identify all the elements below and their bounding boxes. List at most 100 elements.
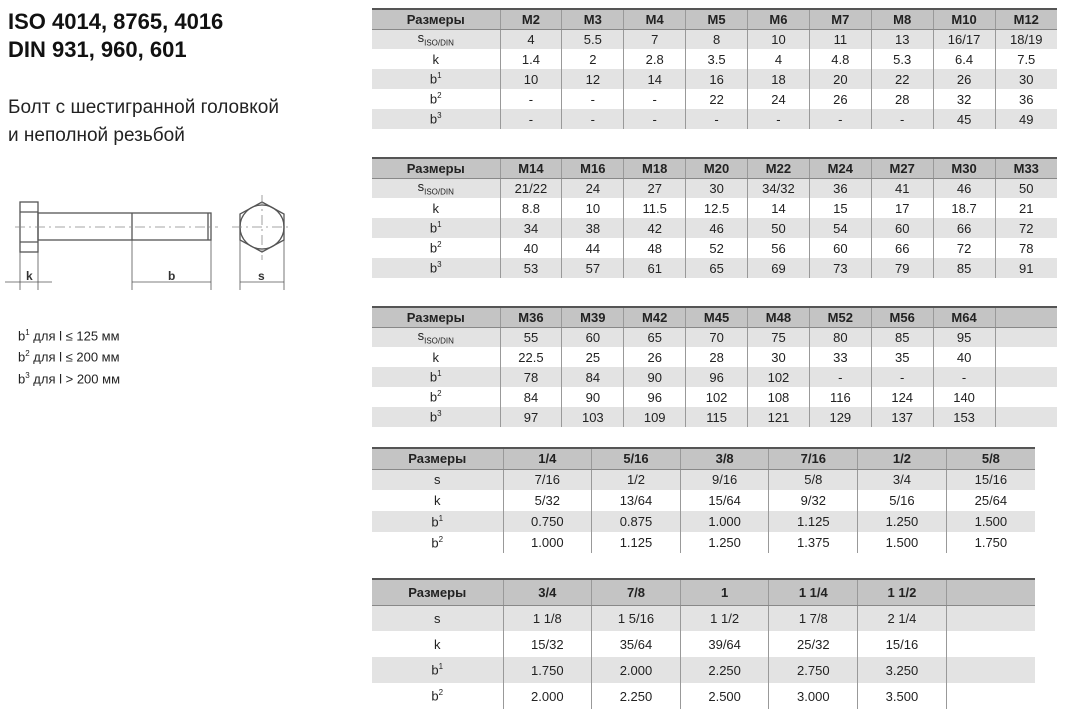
table-cell: 5.5	[561, 29, 624, 49]
table-cell: 5/16	[857, 490, 947, 511]
table-cell: 26	[623, 347, 686, 367]
row-header-label: Размеры	[372, 9, 501, 30]
table-cell: 57	[561, 258, 624, 278]
table-row: b2 2.000 2.250 2.500 3.000 3.500	[372, 683, 1035, 709]
column-header: 1/2	[857, 448, 947, 470]
table-cell: 1.375	[768, 532, 858, 553]
row-label: b2	[429, 240, 442, 256]
table-row: k 15/32 35/64 39/64 25/32 15/16	[372, 631, 1035, 657]
table-cell: 140	[932, 387, 996, 407]
table-cell: -	[685, 109, 748, 129]
table-cell: 1.000	[502, 532, 592, 553]
table-cell: 95	[932, 327, 996, 347]
table-cell: 97	[499, 407, 562, 427]
table-row: b3 97 103 109 115 121 129 137 153	[372, 407, 1057, 427]
table-cell: 16/17	[932, 29, 996, 49]
table-cell: 35	[870, 347, 934, 367]
table-cell: 52	[685, 238, 748, 258]
table-cell: 78	[994, 238, 1057, 258]
column-header: 1 1/4	[768, 579, 858, 606]
column-header: 7/8	[591, 579, 681, 606]
table-cell: -	[870, 367, 934, 387]
k-label: k	[26, 269, 33, 283]
table-row: b3- - - - - - -45 49	[372, 109, 1057, 129]
table-cell: 2 1/4	[857, 605, 947, 631]
table-cell: 24	[561, 178, 624, 198]
table-cell: 24	[747, 89, 810, 109]
table-row: b1 34 38 42 46 50 54 60 66 72	[372, 218, 1057, 238]
table-cell: 115	[685, 407, 748, 427]
table-cell: 10	[747, 29, 810, 49]
table-cell: 50	[747, 218, 810, 238]
table-cell: 2.250	[591, 683, 681, 709]
table-cell: 11	[808, 29, 872, 49]
row-label: b1	[372, 367, 501, 387]
table-cell: 7.5	[994, 49, 1057, 69]
table-cell: 2.250	[679, 657, 769, 683]
table-cell: 8.8	[499, 198, 562, 218]
column-header: M7	[808, 9, 872, 30]
column-header: M4	[623, 9, 686, 30]
table-cell: 1 5/16	[591, 605, 681, 631]
table-header-row: Размеры M14 M16 M18 M20 M22 M24 M27 M30 M33	[372, 158, 1057, 179]
table-cell: 84	[561, 367, 624, 387]
table-row: b2 84 90 96 102 108 116 124 140	[372, 387, 1057, 407]
table-cell: 22	[685, 89, 748, 109]
table-cell: 60	[870, 218, 934, 238]
table-cell: 22.5	[499, 347, 562, 367]
table-cell: 25/32	[768, 631, 858, 657]
table-cell: 15/16	[945, 469, 1035, 490]
row-label: k	[432, 349, 440, 365]
thread-length-notes: b1 для l ≤ 125 мм b2 для l ≤ 200 мм b3 д…	[18, 324, 120, 388]
size-table-1: Размеры M2 M3 M4 M5 M6 M7 M8 M10 M12 sISO/DIN 4 5.5 7…	[372, 8, 1057, 129]
table-cell: -	[808, 109, 872, 129]
column-header: M48	[747, 307, 810, 328]
table-cell: 53	[499, 258, 562, 278]
column-header: M8	[870, 9, 934, 30]
column-header: M27	[870, 158, 934, 179]
table-cell: 103	[561, 407, 624, 427]
column-header: M16	[561, 158, 624, 179]
table-cell: 6.4	[932, 49, 996, 69]
table-cell: 96	[685, 367, 748, 387]
table-cell: 16	[685, 69, 748, 89]
column-header: 3/8	[679, 448, 769, 470]
table-cell: 116	[808, 387, 872, 407]
table-cell: 7	[623, 29, 686, 49]
column-header: M45	[685, 307, 748, 328]
table-cell: 12.5	[685, 198, 748, 218]
standard-title: ISO 4014, 8765, 4016 DIN 931, 960, 601	[8, 8, 223, 64]
table-cell: 61	[623, 258, 686, 278]
table-cell: 14	[623, 69, 686, 89]
table-cell: 1.250	[679, 532, 769, 553]
bolt-drawing: k b s	[5, 195, 292, 290]
column-header: 3/4	[502, 579, 592, 606]
table-cell: 26	[808, 89, 872, 109]
table-cell: 1.125	[591, 532, 681, 553]
table-cell: 0.750	[502, 511, 592, 532]
table-cell: 73	[808, 258, 872, 278]
table-cell: 2.750	[768, 657, 858, 683]
table-cell: -	[623, 89, 686, 109]
table-cell: 21/22	[499, 178, 562, 198]
table-row: b1 10 12 14 16 18 20 22 26 30	[372, 69, 1057, 89]
table-header-row: Размеры M2 M3 M4 M5 M6 M7 M8 M10 M12	[372, 9, 1057, 30]
table-cell: 21	[994, 198, 1057, 218]
table-cell: 1.750	[945, 532, 1035, 553]
table-cell: 3.000	[768, 683, 858, 709]
table-cell: -	[623, 109, 686, 129]
table-cell: -	[870, 109, 934, 129]
table-cell: 3.5	[685, 49, 748, 69]
table-cell	[945, 605, 1035, 631]
row-header-label: Размеры	[372, 158, 501, 179]
title-line-2: DIN 931, 960, 601	[8, 37, 187, 62]
table-cell: -	[561, 109, 624, 129]
column-header: M64	[932, 307, 996, 328]
table-cell: 12	[561, 69, 624, 89]
subtitle-line-1: Болт с шестигранной головкой	[8, 97, 279, 118]
row-label: b2	[431, 534, 444, 551]
column-header	[994, 307, 1057, 328]
table-cell: 72	[932, 238, 996, 258]
table-cell	[994, 367, 1057, 387]
row-label: b1	[372, 657, 503, 683]
